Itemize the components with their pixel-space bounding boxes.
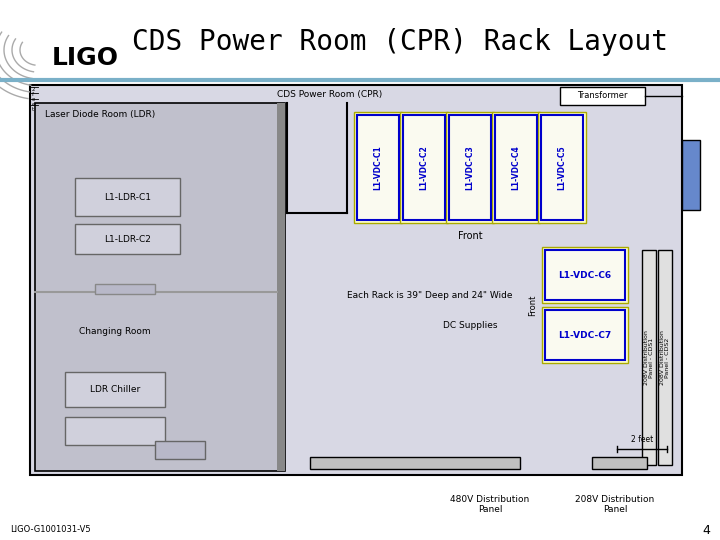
Bar [642,250,656,465]
Bar [446,112,494,223]
Text: LDR Chiller: LDR Chiller [90,385,140,394]
Bar [75,178,180,216]
Text: Front: Front [528,294,538,316]
Bar [354,112,402,223]
Bar [492,112,540,223]
Bar [658,250,672,465]
Text: 2 feet: 2 feet [631,435,653,444]
Bar [65,417,165,445]
Text: 4: 4 [702,523,710,537]
Text: L1-VDC-C3: L1-VDC-C3 [466,145,474,190]
Bar [592,457,647,469]
Bar [682,140,700,210]
Text: LIGO-G1001031-V5: LIGO-G1001031-V5 [10,525,91,535]
Bar [542,307,628,363]
Text: 208V Distribution
Panel - CDS2: 208V Distribution Panel - CDS2 [660,330,670,385]
Bar [542,247,628,303]
Bar [545,310,625,360]
Bar [545,250,625,300]
Text: 208V Distribution
Panel - CDS1: 208V Distribution Panel - CDS1 [644,330,654,385]
Text: CDS Power Room (CPR): CDS Power Room (CPR) [277,91,382,99]
Text: L1-VDC-C5: L1-VDC-C5 [557,145,567,190]
Bar [95,284,155,294]
Text: DC Supplies: DC Supplies [443,321,498,329]
Bar [30,85,682,475]
Text: 208V Distribution
Panel: 208V Distribution Panel [575,495,654,515]
Text: L1-VDC-C7: L1-VDC-C7 [559,330,611,340]
Bar [155,441,205,459]
Bar [65,372,165,407]
Bar [35,103,285,471]
Bar [357,115,399,220]
Text: L1-LDR-C2: L1-LDR-C2 [104,234,151,244]
Text: Front: Front [458,231,482,241]
Text: CDS Power Room (CPR) Rack Layout: CDS Power Room (CPR) Rack Layout [132,28,668,56]
Bar [449,115,491,220]
Text: Each Rack is 39" Deep and 24" Wide: Each Rack is 39" Deep and 24" Wide [347,291,513,300]
Bar [541,115,583,220]
Text: L1-VDC-C4: L1-VDC-C4 [511,145,521,190]
Text: Changing Room: Changing Room [79,327,150,336]
Bar [538,112,586,223]
Text: Laser Diode Room (LDR): Laser Diode Room (LDR) [45,111,156,119]
Text: L1-VDC-C1: L1-VDC-C1 [374,145,382,190]
Bar [403,115,445,220]
Text: LIGO: LIGO [52,46,119,70]
Text: L1-LDR-C1: L1-LDR-C1 [104,192,151,201]
Text: 480V Distribution
Panel: 480V Distribution Panel [451,495,530,515]
Bar [277,103,285,471]
Bar [310,457,520,469]
Text: L1-VDC-C2: L1-VDC-C2 [420,145,428,190]
Bar [495,115,537,220]
Text: L1-VDC-C6: L1-VDC-C6 [559,271,611,280]
Text: Transformer: Transformer [577,91,628,100]
Bar [400,112,448,223]
Text: 2
f
e
e
t: 2 f e e t [32,87,35,112]
Bar [75,224,180,254]
Bar [560,87,645,105]
